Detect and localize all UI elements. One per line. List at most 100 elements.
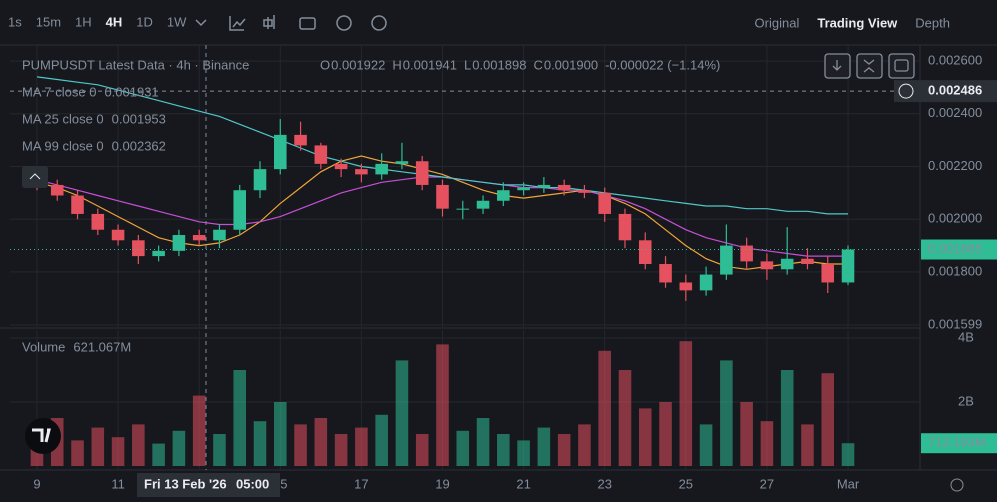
volume-bar [638,408,652,466]
ma-line [36,155,848,270]
candle-body [50,184,64,196]
candle-body [476,200,490,209]
candle-body [71,195,84,214]
candle-body [111,229,125,241]
dropdown-icon[interactable] [195,19,207,27]
candle-body [780,258,794,270]
candle-body [456,208,470,210]
button[interactable] [856,53,883,79]
crosshair-time: 05:00 [236,476,269,491]
ma-legend-value: 0.001953 [112,111,166,126]
candle-body [841,249,855,283]
volume-bar [537,427,551,466]
y-tick-label: 0.002000 [928,211,982,226]
candle-body [213,229,226,241]
volume-bar [314,418,328,466]
x-tick-label: 21 [516,476,530,491]
chevron-icon [29,173,41,180]
candle-body [375,163,388,175]
view-tab[interactable]: Trading View [817,15,898,30]
crosshair-price-badge [894,80,997,103]
volume-bar [273,402,287,466]
volume-bar [476,418,490,466]
y-tick-label: 0.001800 [928,263,982,278]
ma-legend-name: MA 99 close 0 [22,138,104,153]
button[interactable] [888,53,915,79]
candle-body [314,145,328,164]
volume-bar [780,370,794,466]
ohlc-key: L [464,57,471,72]
ma-legend-value: 0.001931 [104,84,158,99]
candle-body [659,264,672,283]
interval-button[interactable]: 1D [136,14,153,29]
volume-bar [294,424,307,466]
legend: PUMPUSDT Latest Data · 4h · Binance O 0.00… [22,57,720,354]
collapse-legend[interactable] [22,166,48,188]
volume-bar [71,440,84,466]
down-icon [832,60,842,71]
interval-button[interactable]: 1s [8,14,22,29]
volume-bar [659,402,672,466]
interval-button[interactable]: 1H [75,14,92,29]
ohlc-value: 0.001898 [472,57,526,72]
volume-bar [557,434,571,466]
ma-legend-name: MA 7 close 0 [22,84,96,99]
volume-bar [111,437,125,466]
toolbar-icons [195,15,387,31]
price-pane [10,76,920,301]
candle-body [760,261,774,270]
volume-bar [517,440,530,466]
volume-bar [415,434,429,466]
candle-body [720,245,733,275]
interval-button[interactable]: 1W [167,14,187,29]
settings-icon[interactable] [371,15,387,31]
pane-buttons [824,53,915,79]
ohlc-key: O [320,57,330,72]
interval-button[interactable]: 4H [106,14,123,29]
interval-button[interactable]: 15m [36,14,61,29]
symbol-title: PUMPUSDT Latest Data · 4h · Binance [22,57,249,72]
volume-bar [233,370,247,466]
volume-bar [821,373,835,466]
volume-bar [679,341,693,466]
candle-body [638,240,652,265]
settings-icon[interactable] [950,478,964,492]
candle-icon[interactable] [263,15,275,29]
volume-bar [720,360,733,466]
candle-body [578,190,591,193]
logo-mark [32,428,51,443]
view-tab[interactable]: Original [755,15,800,30]
y-tick-label: 0.001599 [928,316,982,331]
crosshair: 0.002486 Fri 13 Feb '26 05:00 [10,45,997,497]
x-tick-label: 27 [760,476,774,491]
camera-icon[interactable] [299,17,316,30]
x-tick-label: 11 [111,476,125,491]
volume-bar [334,434,348,466]
candle-body [355,169,368,175]
ohlc-key: C [533,57,542,72]
candle-body [598,192,611,214]
y-tick-label: 0.002200 [928,158,982,173]
volume-bar [497,434,510,466]
toolbar: 1s 15m 1H 4H 1D 1W Depth Trading View Original [8,14,950,30]
candle-body [557,184,571,191]
volume-bar [355,427,368,466]
candle-body [395,161,409,164]
candle-body [132,240,145,257]
volume-legend-value: 621.067M [73,339,131,354]
candle-body [517,187,530,191]
ma-legend-name: MA 25 close 0 [22,111,104,126]
ohlc-key: H [392,57,401,72]
candle-body [699,274,713,291]
indicator-icon[interactable] [229,16,246,31]
x-tick-label: 19 [435,476,449,491]
ohlc-value: 0.001900 [544,57,598,72]
candle-body [233,190,247,230]
add-alert-icon[interactable] [898,83,914,99]
add-icon[interactable] [336,15,352,31]
view-tab[interactable]: Depth [915,15,950,30]
x-tick-label: Mar [837,476,860,491]
last-price-label: 0.001885 [928,241,982,256]
ma-legend-value: 0.002362 [112,138,166,153]
